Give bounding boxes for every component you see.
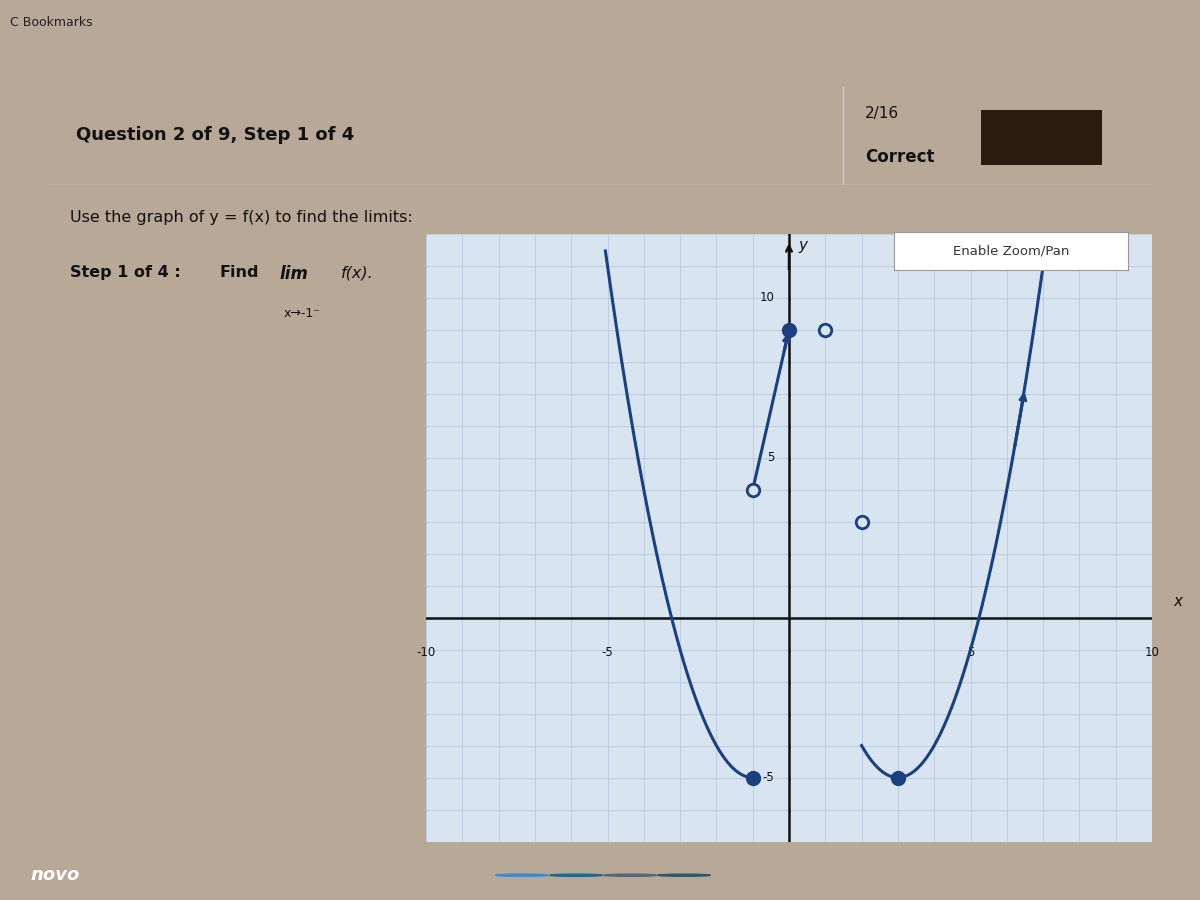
Text: Question 2 of 9, Step 1 of 4: Question 2 of 9, Step 1 of 4 bbox=[76, 126, 354, 144]
Text: 10: 10 bbox=[760, 292, 774, 304]
Text: -10: -10 bbox=[416, 646, 436, 660]
Text: 5: 5 bbox=[967, 646, 974, 660]
Text: novo: novo bbox=[30, 866, 79, 884]
Text: Find: Find bbox=[220, 266, 259, 281]
FancyBboxPatch shape bbox=[980, 111, 1103, 165]
Text: 5: 5 bbox=[767, 451, 774, 464]
Text: lim: lim bbox=[280, 266, 308, 284]
Text: 2/16: 2/16 bbox=[865, 105, 899, 121]
Text: y: y bbox=[798, 238, 808, 253]
Text: C Bookmarks: C Bookmarks bbox=[10, 16, 92, 29]
Text: Step 1 of 4 :: Step 1 of 4 : bbox=[70, 266, 181, 281]
Circle shape bbox=[496, 874, 548, 877]
Text: x→-1⁻: x→-1⁻ bbox=[283, 307, 320, 320]
Text: -5: -5 bbox=[601, 646, 613, 660]
Text: Correct: Correct bbox=[865, 148, 935, 166]
Text: 10: 10 bbox=[1145, 646, 1159, 660]
Text: f(x).: f(x). bbox=[341, 266, 373, 281]
Text: x: x bbox=[1174, 595, 1183, 609]
Text: Enable Zoom/Pan: Enable Zoom/Pan bbox=[953, 245, 1069, 257]
Circle shape bbox=[604, 874, 656, 877]
Text: Use the graph of y = f(x) to find the limits:: Use the graph of y = f(x) to find the li… bbox=[70, 210, 413, 225]
Circle shape bbox=[658, 874, 710, 877]
Circle shape bbox=[550, 874, 602, 877]
Text: -5: -5 bbox=[763, 771, 774, 784]
